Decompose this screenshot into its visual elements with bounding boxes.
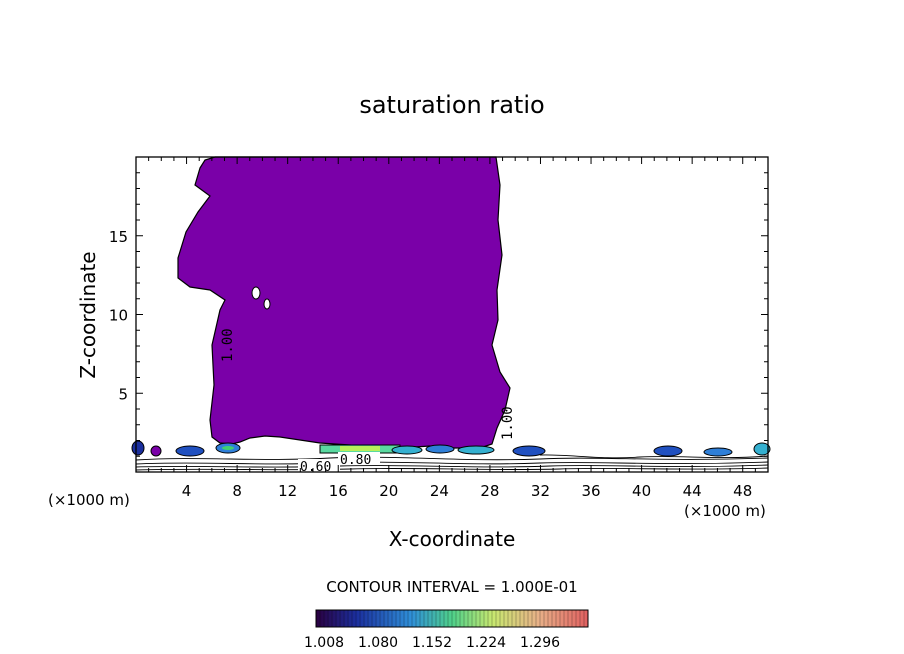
colorbar-label: 1.152: [412, 635, 452, 651]
colorbar-stripes: [319, 610, 585, 627]
tick-marks: [136, 157, 768, 472]
supersaturated-cloud-region: [177, 156, 511, 449]
chart-title: saturation ratio: [359, 91, 544, 119]
x-tick-label: 8: [232, 482, 242, 500]
contour-label: 1.00: [220, 328, 236, 362]
x-tick-label: 24: [430, 482, 449, 500]
contour-label: 0.60: [300, 460, 331, 475]
colorbar-label: 1.296: [520, 635, 560, 651]
x-axis-label: X-coordinate: [389, 527, 516, 551]
y-axis-label: Z-coordinate: [76, 251, 100, 378]
colorbar-label: 1.080: [358, 635, 398, 651]
y-tick-label: 5: [118, 385, 128, 403]
x-tick-label: 28: [480, 482, 499, 500]
colorbar-label: 1.224: [466, 635, 506, 651]
y-tick-label: 15: [109, 228, 128, 246]
y-unit-label: (×1000 m): [48, 491, 130, 509]
x-tick-label: 12: [278, 482, 297, 500]
x-tick-labels: 4 8 12 16 20 24 28 32 36 40 44 48: [182, 482, 752, 500]
x-unit-label: (×1000 m): [684, 502, 766, 520]
contour-label: 1.00: [500, 406, 516, 440]
low-level-patches: [131, 440, 771, 457]
contour-labels: 1.00 1.00 0.60 0.80: [220, 328, 516, 475]
colorbar-labels: 1.008 1.080 1.152 1.224 1.296: [304, 635, 560, 651]
x-tick-label: 16: [329, 482, 348, 500]
x-tick-label: 36: [581, 482, 600, 500]
y-tick-label: 10: [109, 307, 128, 325]
cloud-hole: [251, 286, 261, 300]
cloud-hole: [263, 298, 271, 310]
surface-contours: [135, 454, 769, 471]
x-tick-label: 48: [733, 482, 752, 500]
x-tick-label: 4: [182, 482, 192, 500]
x-tick-label: 20: [379, 482, 398, 500]
y-tick-labels: 5 10 15: [109, 228, 128, 404]
x-tick-label: 32: [531, 482, 550, 500]
colorbar-label: 1.008: [304, 635, 344, 651]
contour-interval-label: CONTOUR INTERVAL = 1.000E-01: [326, 578, 577, 596]
contour-label: 0.80: [340, 453, 371, 468]
x-tick-label: 40: [632, 482, 651, 500]
x-tick-label: 44: [683, 482, 702, 500]
